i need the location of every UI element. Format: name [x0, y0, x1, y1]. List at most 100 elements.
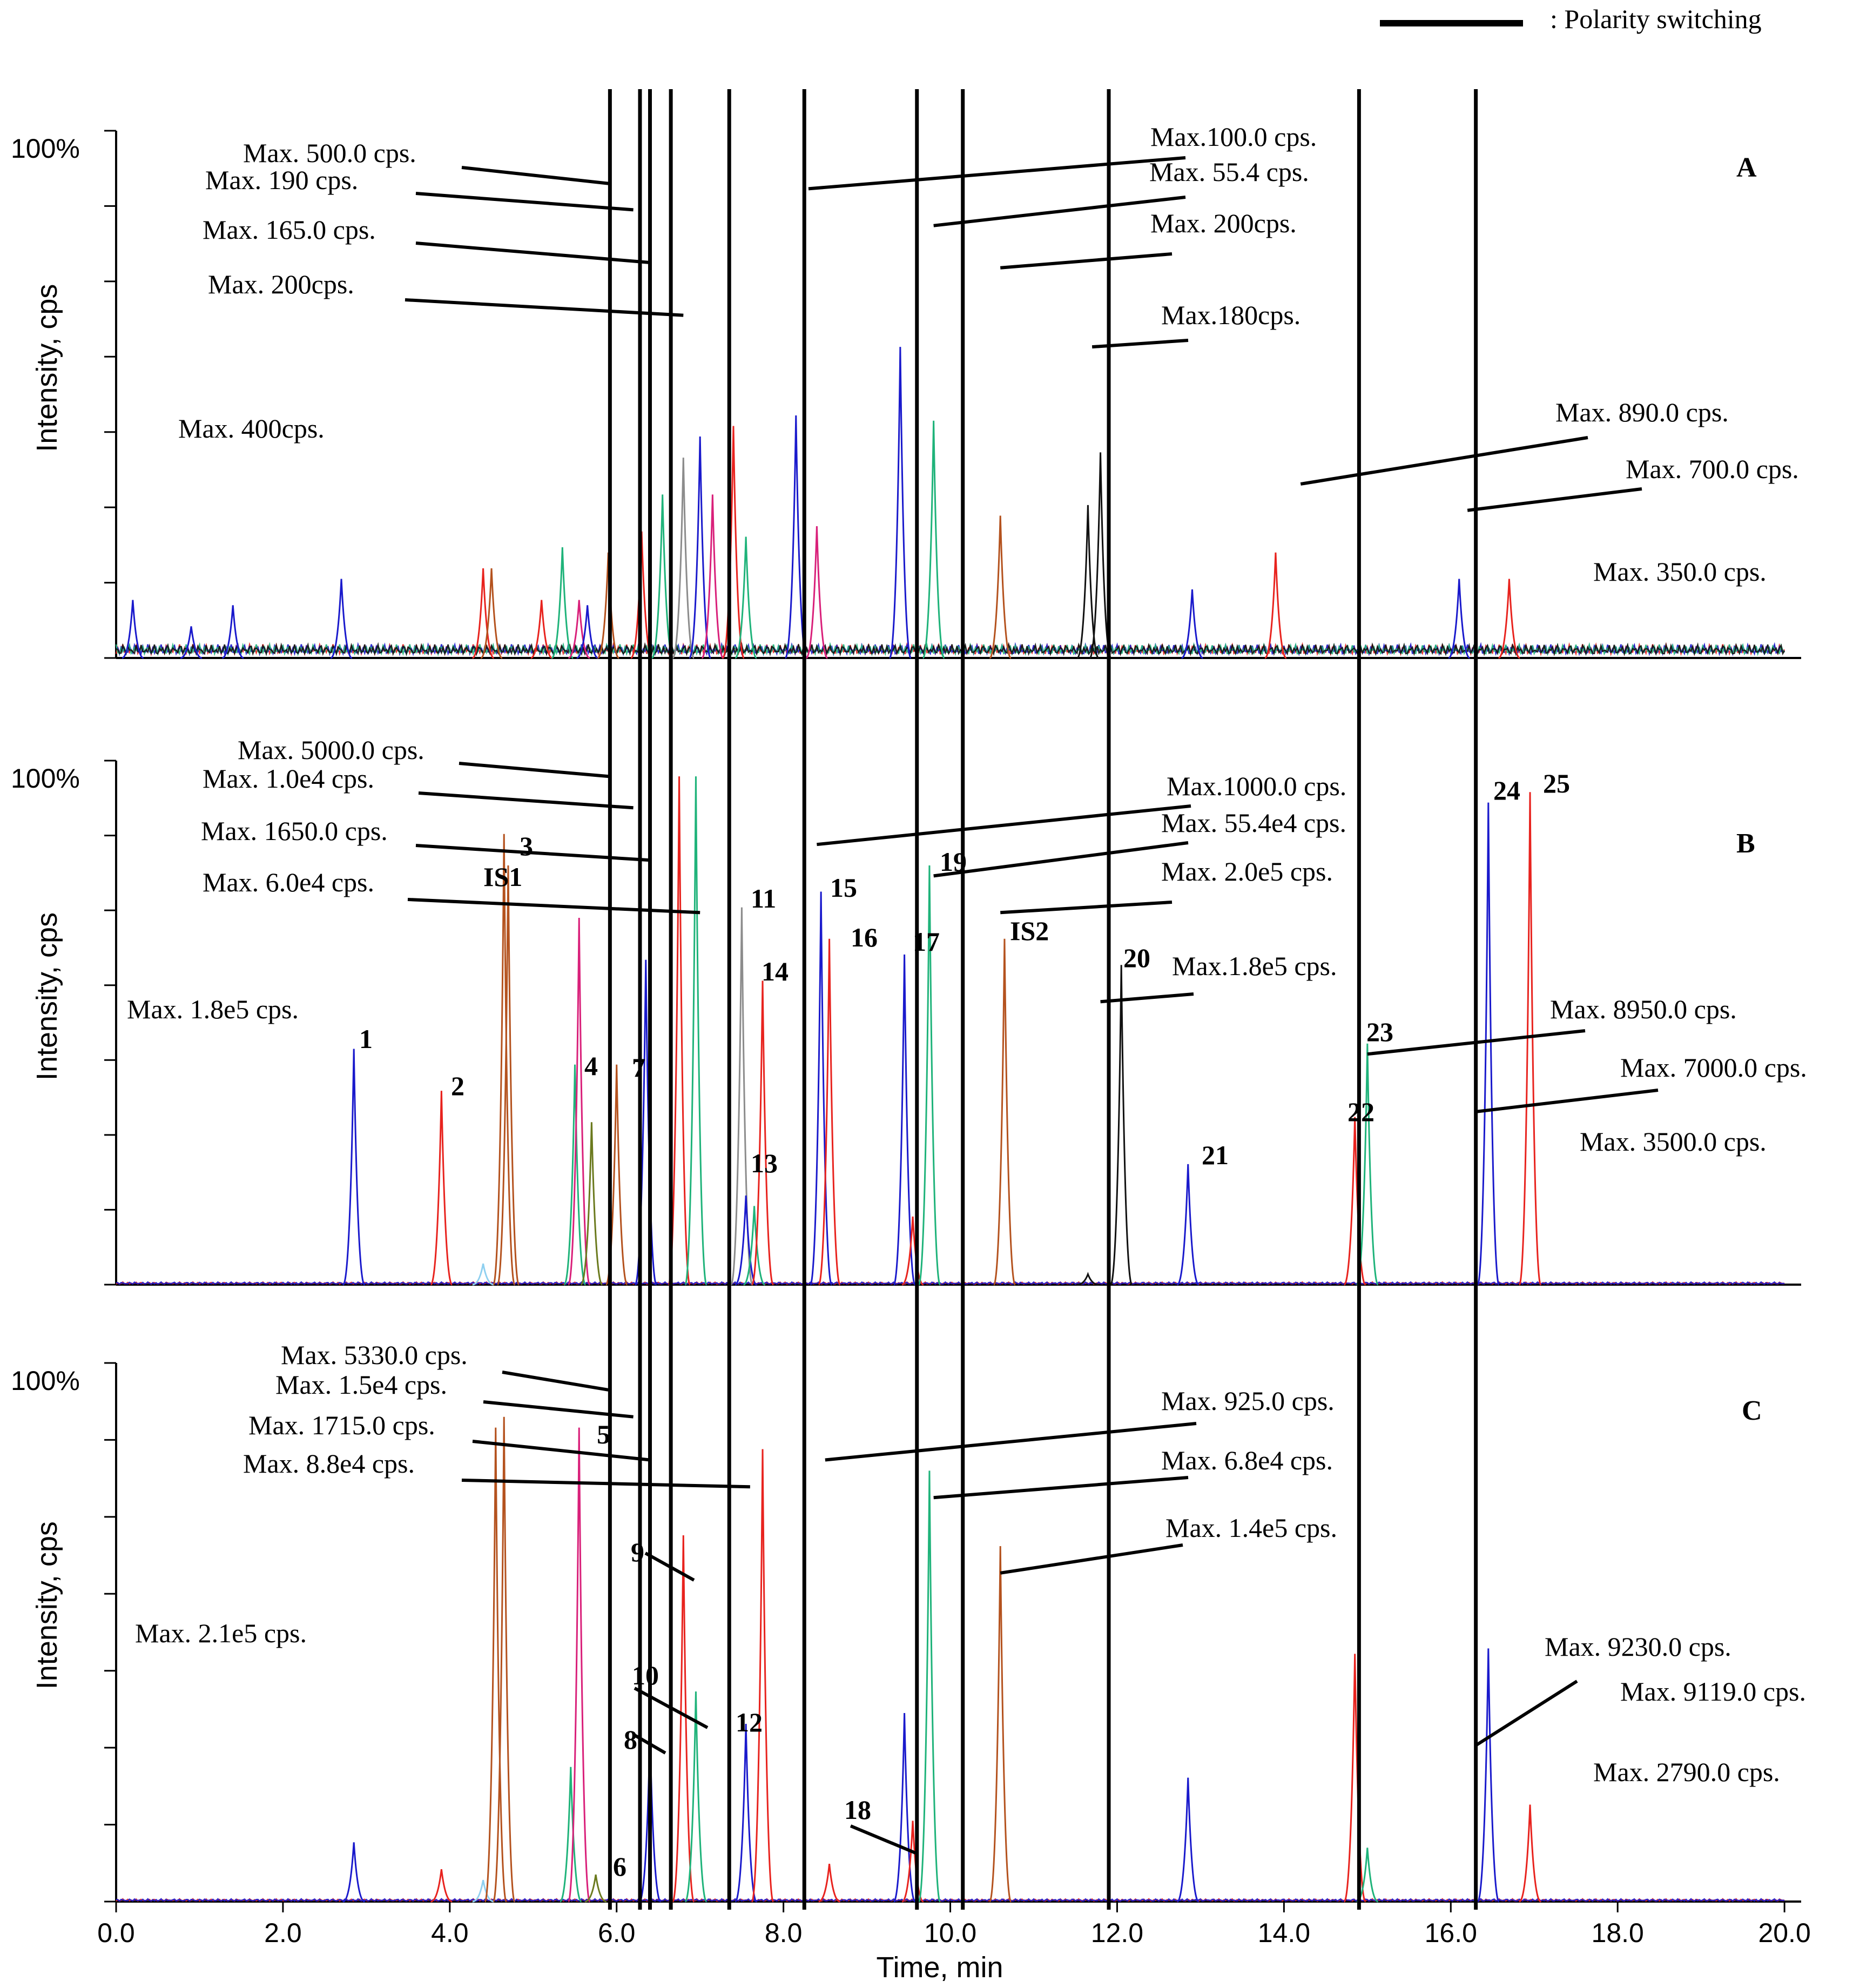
max-label: Max. 5000.0 cps.	[238, 735, 424, 765]
compound-label: 18	[844, 1795, 871, 1825]
peak	[1077, 1272, 1099, 1286]
compound-label: IS2	[1010, 916, 1049, 946]
max-label-leader	[418, 791, 634, 810]
peak	[735, 1196, 757, 1286]
peak	[530, 600, 553, 659]
compound-label: 3	[520, 831, 533, 861]
x-tick-label: 6.0	[598, 1918, 636, 1948]
max-label: Max. 400cps.	[178, 413, 325, 444]
peak	[576, 605, 598, 659]
peak	[1177, 1164, 1200, 1286]
max-label-leader	[825, 1422, 1197, 1462]
max-label: Max. 350.0 cps.	[1593, 556, 1767, 587]
x-tick-label: 2.0	[264, 1918, 302, 1948]
peak	[701, 494, 724, 659]
x-tick-label: 20.0	[1758, 1918, 1810, 1948]
legend-text: : Polarity switching	[1550, 4, 1762, 34]
peak	[496, 865, 520, 1286]
peak	[472, 1263, 494, 1286]
peak	[551, 547, 574, 659]
peak	[1181, 589, 1203, 659]
max-label-leader	[1300, 436, 1588, 486]
peak	[735, 1723, 757, 1903]
max-label: Max. 890.0 cps.	[1555, 397, 1729, 427]
peak	[567, 1427, 591, 1903]
max-label: Max. 55.4e4 cps.	[1161, 808, 1346, 838]
max-label-leader	[1000, 901, 1173, 915]
peak	[342, 1049, 366, 1286]
peak	[1076, 505, 1099, 659]
peak	[751, 980, 774, 1286]
max-label-leader	[817, 804, 1191, 847]
max-label: Max. 2790.0 cps.	[1593, 1757, 1780, 1787]
peak	[1498, 579, 1520, 659]
peak	[805, 526, 828, 659]
peak	[1177, 1777, 1200, 1903]
peak	[893, 1713, 916, 1903]
max-label: Max. 9230.0 cps.	[1545, 1631, 1731, 1662]
peak	[560, 1767, 582, 1903]
max-label-leader	[461, 1479, 750, 1489]
peak	[330, 579, 353, 659]
max-label-leader	[933, 1476, 1189, 1500]
max-label-leader	[459, 762, 609, 778]
max-label: Max.1.8e5 cps.	[1172, 951, 1337, 981]
compound-label: 15	[830, 872, 857, 903]
max-label: Max. 6.0e4 cps.	[203, 867, 374, 897]
peak	[580, 1122, 603, 1286]
y-axis-label: Intensity, cps	[31, 1521, 63, 1689]
peak	[888, 347, 912, 659]
max-label: Max. 3500.0 cps.	[1580, 1126, 1767, 1157]
compound-label: 12	[736, 1707, 763, 1737]
peak	[1264, 552, 1287, 659]
x-tick-label: 0.0	[97, 1918, 135, 1948]
max-label: Max. 190 cps.	[205, 165, 358, 195]
peak	[122, 600, 144, 659]
compound-label: 24	[1493, 775, 1520, 805]
peak	[221, 605, 244, 659]
max-label: Max. 200cps.	[1150, 208, 1297, 238]
max-label-leader	[472, 1440, 650, 1462]
max-label-leader	[461, 166, 609, 185]
max-label-leader	[415, 241, 650, 264]
peak	[1519, 1804, 1541, 1903]
max-label-leader	[1475, 1089, 1659, 1113]
max-label-leader	[405, 298, 684, 317]
peak	[567, 917, 591, 1286]
max-label: Max. 2.0e5 cps.	[1161, 856, 1333, 886]
max-label-leader	[1467, 487, 1642, 512]
max-label: Max. 200cps.	[208, 269, 354, 299]
max-label-leader	[407, 898, 700, 915]
max-label: Max. 8.8e4 cps.	[243, 1448, 415, 1479]
x-tick-label: 10.0	[924, 1918, 976, 1948]
peak	[180, 626, 203, 659]
compound-label: 22	[1347, 1097, 1374, 1127]
max-label: Max.100.0 cps.	[1150, 122, 1317, 152]
peak	[893, 954, 916, 1286]
peak	[1343, 1654, 1366, 1903]
peak	[809, 891, 833, 1286]
max-label: Max. 1650.0 cps.	[201, 816, 388, 846]
peak	[568, 600, 590, 659]
compound-label: 21	[1202, 1140, 1229, 1170]
peak	[730, 907, 753, 1286]
compound-label: 5	[597, 1419, 610, 1449]
peak	[1477, 802, 1500, 1286]
peak	[922, 420, 945, 659]
x-axis-label: Time, min	[876, 1951, 1003, 1984]
peak	[918, 865, 941, 1286]
max-label: Max. 1.0e4 cps.	[203, 763, 374, 794]
peak	[1518, 792, 1542, 1286]
peak	[563, 1064, 587, 1286]
compound-label: 20	[1123, 943, 1150, 973]
peak	[901, 1216, 924, 1286]
peak	[492, 834, 516, 1286]
y-tick-label: 100%	[11, 763, 80, 794]
compound-label: 10	[632, 1660, 659, 1690]
max-label: Max.180cps.	[1161, 300, 1301, 330]
peak	[472, 1879, 494, 1903]
